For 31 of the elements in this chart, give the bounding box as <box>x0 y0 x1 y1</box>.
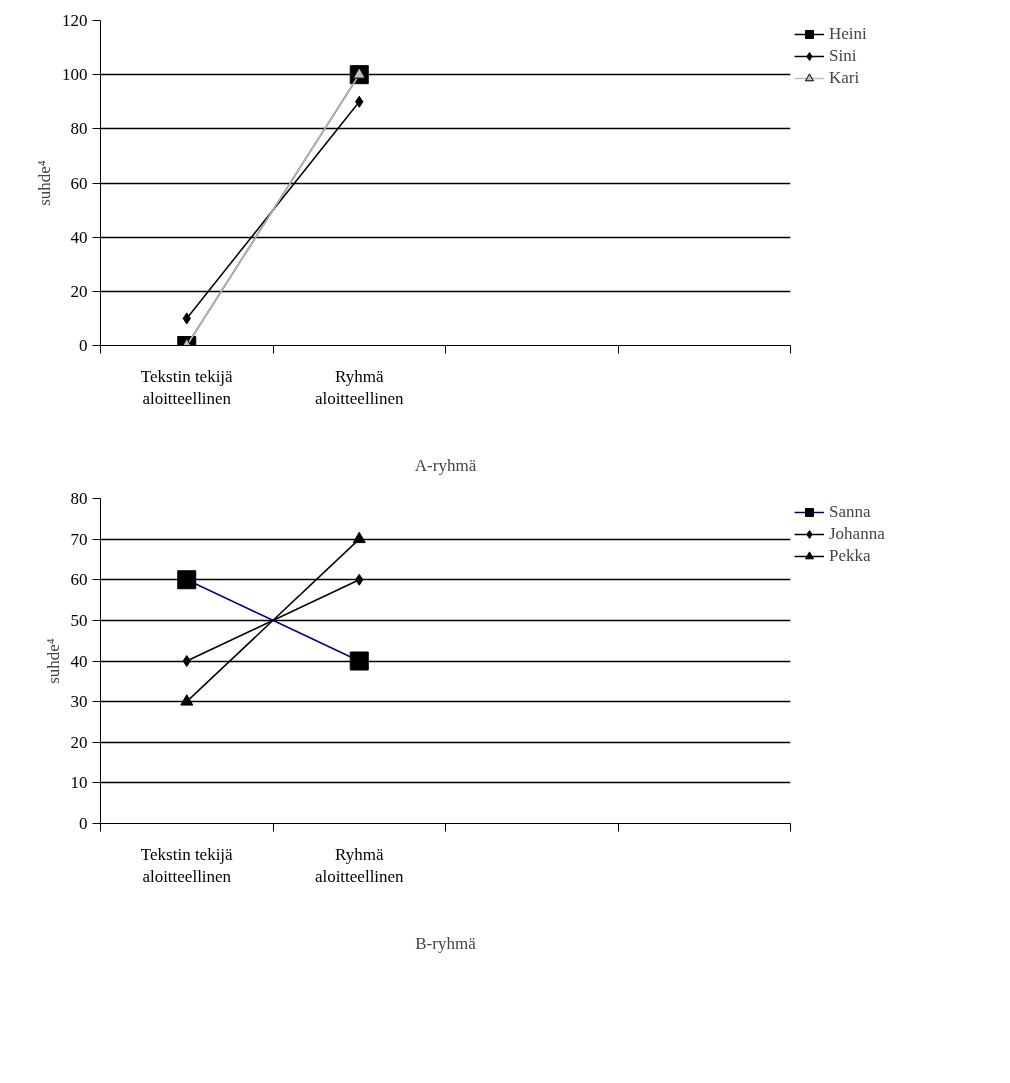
x-axis-title: A-ryhmä <box>414 456 477 476</box>
x-axis-title: B-ryhmä <box>415 934 477 954</box>
y-axis-title: suhde⁴ <box>35 160 54 206</box>
y-tick-label: 70 <box>70 529 88 549</box>
legend-label: Kari <box>829 68 860 88</box>
y-tick-label: 40 <box>70 651 88 671</box>
y-tick-label: 60 <box>70 173 88 193</box>
legend-label: Johanna <box>829 524 885 544</box>
x-tick-label: Ryhmä aloitteellinen <box>314 844 405 887</box>
y-tick-label: 10 <box>70 773 88 793</box>
y-tick-label: 0 <box>79 336 88 355</box>
y-tick-label: 60 <box>70 570 88 590</box>
y-tick-label: 50 <box>70 610 88 630</box>
legend-label: Sanna <box>829 502 871 522</box>
y-tick-label: 30 <box>70 692 88 712</box>
y-tick-label: 80 <box>70 489 88 508</box>
y-tick-label: 0 <box>79 814 88 833</box>
y-tick-label: 40 <box>70 227 88 247</box>
y-tick-label: 20 <box>70 281 88 301</box>
y-tick-label: 100 <box>62 65 88 85</box>
legend-label: Sini <box>829 46 857 66</box>
point <box>182 655 191 667</box>
legend-label: Heini <box>829 24 867 44</box>
x-tick-label: Tekstin tekijä aloitteellinen <box>140 844 234 887</box>
y-tick-label: 120 <box>62 11 88 30</box>
x-tick-label: Tekstin tekijä aloitteellinen <box>140 366 234 409</box>
y-axis-title: suhde⁴ <box>43 638 63 684</box>
x-tick-label: Ryhmä aloitteellinen <box>314 366 405 409</box>
y-tick-label: 80 <box>70 119 88 139</box>
y-tick-label: 20 <box>70 732 88 752</box>
legend-label: Pekka <box>829 546 871 566</box>
